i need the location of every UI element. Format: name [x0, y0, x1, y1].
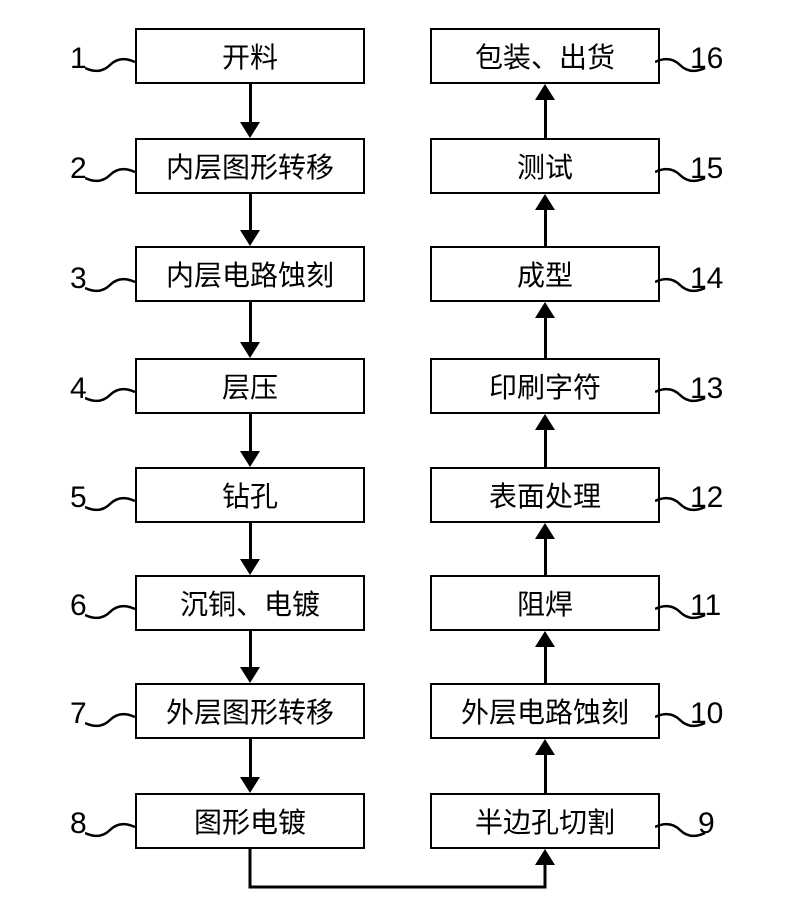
node-step-1: 开料	[135, 28, 365, 84]
bottom-u-connector	[240, 849, 560, 909]
node-step-15: 测试	[430, 138, 660, 194]
node-step-7: 外层图形转移	[135, 683, 365, 739]
flowchart-diagram: 开料 内层图形转移 内层电路蚀刻 层压 钻孔 沉铜、电镀 外层图形转移 图形电镀…	[0, 0, 800, 924]
step-number-8: 8	[70, 807, 87, 841]
arrow-line	[544, 430, 547, 467]
node-label: 沉铜、电镀	[180, 583, 320, 623]
step-number-9: 9	[698, 807, 715, 841]
step-number-15: 15	[690, 152, 723, 186]
node-label: 内层图形转移	[166, 146, 334, 186]
node-step-9: 半边孔切割	[430, 793, 660, 849]
step-number-12: 12	[690, 481, 723, 515]
arrow-head-up-icon	[535, 739, 555, 755]
node-step-6: 沉铜、电镀	[135, 575, 365, 631]
arrow-line	[249, 84, 252, 122]
step-number-1: 1	[70, 42, 87, 76]
arrow-head-down-icon	[240, 559, 260, 575]
connector-curve	[85, 815, 140, 845]
arrow-head-down-icon	[240, 451, 260, 467]
node-step-16: 包装、出货	[430, 28, 660, 84]
node-label: 外层图形转移	[166, 691, 334, 731]
arrow-line	[544, 318, 547, 358]
node-step-11: 阻焊	[430, 575, 660, 631]
connector-curve	[85, 597, 140, 627]
connector-curve	[85, 380, 140, 410]
step-number-13: 13	[690, 372, 723, 406]
arrow-head-down-icon	[240, 342, 260, 358]
node-label: 图形电镀	[194, 801, 306, 841]
arrow-line	[249, 302, 252, 342]
arrow-head-up-icon	[535, 631, 555, 647]
connector-curve	[85, 705, 140, 735]
arrow-head-up-icon	[535, 523, 555, 539]
arrow-line	[249, 631, 252, 667]
node-label: 阻焊	[517, 583, 573, 623]
step-number-14: 14	[690, 262, 723, 296]
arrow-head-up-icon	[535, 414, 555, 430]
step-number-3: 3	[70, 262, 87, 296]
step-number-11: 11	[690, 589, 721, 623]
node-step-5: 钻孔	[135, 467, 365, 523]
arrow-head-up-icon	[535, 194, 555, 210]
arrow-line	[249, 523, 252, 559]
node-label: 包装、出货	[475, 36, 615, 76]
node-step-2: 内层图形转移	[135, 138, 365, 194]
step-number-2: 2	[70, 152, 87, 186]
connector-curve	[85, 489, 140, 519]
arrow-line	[544, 755, 547, 793]
connector-curve	[85, 160, 140, 190]
node-label: 钻孔	[222, 475, 278, 515]
arrow-line	[249, 739, 252, 777]
step-number-4: 4	[70, 372, 87, 406]
node-label: 半边孔切割	[475, 801, 615, 841]
node-step-14: 成型	[430, 246, 660, 302]
node-label: 开料	[222, 36, 278, 76]
arrow-head-down-icon	[240, 122, 260, 138]
node-label: 成型	[517, 254, 573, 294]
arrow-head-down-icon	[240, 777, 260, 793]
arrow-head-up-icon	[535, 302, 555, 318]
node-label: 测试	[517, 146, 573, 186]
node-step-8: 图形电镀	[135, 793, 365, 849]
arrow-line	[544, 210, 547, 246]
step-number-10: 10	[690, 697, 723, 731]
connector-curve	[85, 50, 140, 80]
arrow-line	[544, 100, 547, 138]
step-number-5: 5	[70, 481, 87, 515]
node-step-12: 表面处理	[430, 467, 660, 523]
node-step-10: 外层电路蚀刻	[430, 683, 660, 739]
arrow-line	[544, 539, 547, 575]
step-number-7: 7	[70, 697, 87, 731]
arrow-line	[249, 194, 252, 230]
node-step-4: 层压	[135, 358, 365, 414]
node-step-3: 内层电路蚀刻	[135, 246, 365, 302]
arrow-line	[544, 647, 547, 683]
node-label: 印刷字符	[489, 366, 601, 406]
step-number-6: 6	[70, 589, 87, 623]
node-label: 外层电路蚀刻	[461, 691, 629, 731]
step-number-16: 16	[690, 42, 723, 76]
connector-curve	[85, 270, 140, 300]
arrow-head-down-icon	[240, 230, 260, 246]
arrow-head-down-icon	[240, 667, 260, 683]
node-label: 层压	[222, 366, 278, 406]
node-label: 表面处理	[489, 475, 601, 515]
arrow-line	[249, 414, 252, 451]
arrow-head-up-icon	[535, 84, 555, 100]
node-step-13: 印刷字符	[430, 358, 660, 414]
node-label: 内层电路蚀刻	[166, 254, 334, 294]
